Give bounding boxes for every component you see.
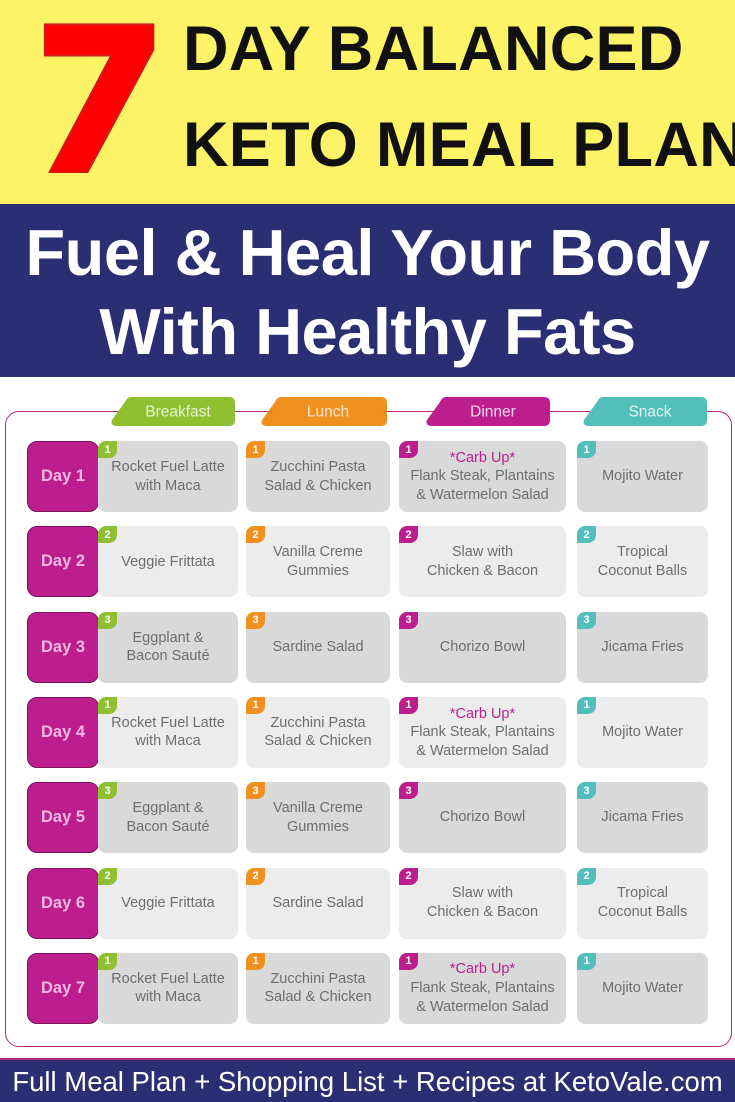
- svg-text:Dinner: Dinner: [470, 404, 516, 421]
- svg-text:Breakfast: Breakfast: [145, 404, 211, 421]
- svg-text:Lunch: Lunch: [307, 404, 349, 421]
- svg-text:Snack: Snack: [628, 404, 671, 421]
